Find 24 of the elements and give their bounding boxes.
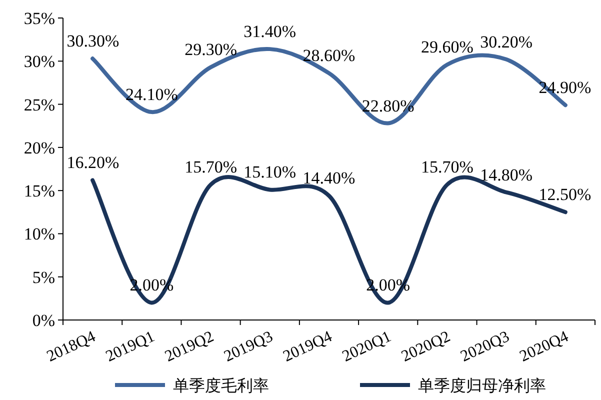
data-label: 30.30% <box>66 32 120 51</box>
legend-label: 单季度毛利率 <box>173 377 269 395</box>
data-label: 15.70% <box>421 158 474 177</box>
y-tick-label: 35% <box>24 9 55 28</box>
y-tick-label: 30% <box>24 52 55 72</box>
y-tick-label: 5% <box>32 268 55 287</box>
data-label: 12.50% <box>538 185 592 204</box>
data-label: 29.30% <box>184 40 237 60</box>
y-tick-label: 0% <box>32 311 55 330</box>
data-label: 15.10% <box>244 162 296 182</box>
y-tick-label: 10% <box>24 224 55 244</box>
data-label: 14.80% <box>480 165 533 184</box>
data-label: 29.60% <box>421 38 474 57</box>
y-tick-label: 25% <box>24 95 55 114</box>
data-label: 30.20% <box>480 32 533 52</box>
legend-label: 单季度归母净利率 <box>418 377 546 395</box>
data-label: 15.70% <box>184 158 237 177</box>
y-tick-label: 20% <box>24 138 55 158</box>
data-label: 28.60% <box>302 46 356 66</box>
data-label: 24.10% <box>125 85 178 104</box>
data-label: 16.20% <box>66 153 120 172</box>
data-label: 31.40% <box>244 22 296 42</box>
y-tick-label: 15% <box>24 182 55 201</box>
data-label: 14.40% <box>302 168 356 188</box>
